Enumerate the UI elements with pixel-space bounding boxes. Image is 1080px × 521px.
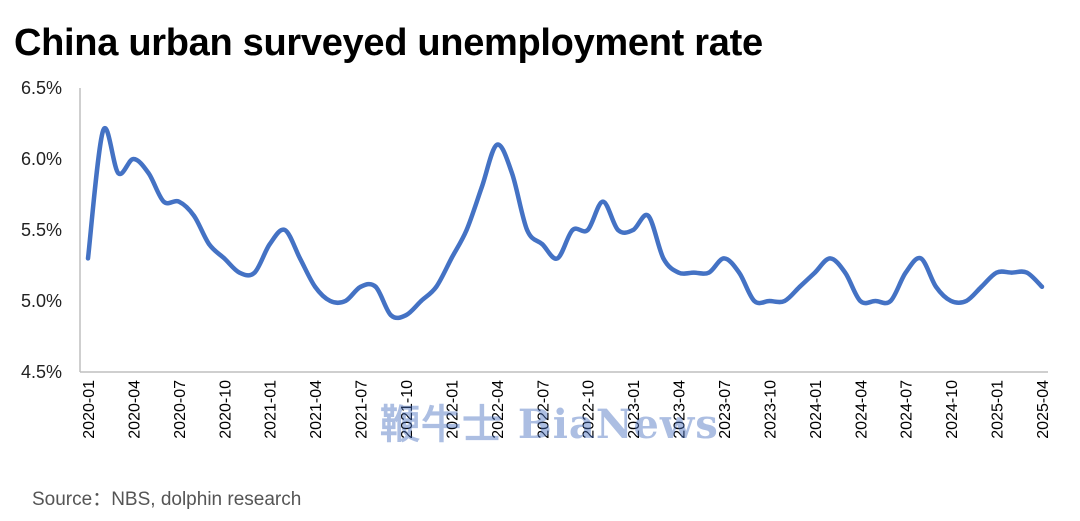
x-tick-label: 2024-01 <box>808 380 825 439</box>
data-point <box>540 242 545 247</box>
x-tick-label: 2020-04 <box>126 380 143 439</box>
x-tick-label: 2021-04 <box>308 380 325 439</box>
data-point <box>434 284 439 289</box>
x-tick-label: 2020-10 <box>217 380 234 439</box>
data-point <box>282 228 287 232</box>
data-point <box>313 284 318 289</box>
x-tick-label: 2021-07 <box>354 380 371 439</box>
x-tick-label: 2022-01 <box>444 380 461 439</box>
data-point <box>298 256 302 261</box>
data-point <box>903 270 908 275</box>
x-tick-label: 2024-07 <box>899 380 916 439</box>
y-tick-label: 4.5% <box>21 362 62 382</box>
data-point <box>570 228 575 232</box>
y-tick-label: 6.5% <box>21 78 62 98</box>
data-point <box>464 228 469 232</box>
series-line-unemployment-rate <box>85 125 1045 321</box>
x-axis-ticks: 2020-01 2020-04 2020-07 2020-10 2021-01 2021-… <box>81 380 1052 439</box>
data-point <box>631 228 636 232</box>
x-tick-label: 2025-04 <box>1035 380 1052 439</box>
data-point <box>767 299 772 303</box>
data-point <box>176 199 181 204</box>
series-points <box>86 128 1044 318</box>
data-point <box>722 256 726 261</box>
data-point <box>661 256 666 261</box>
data-point <box>737 270 742 275</box>
data-point <box>812 270 817 275</box>
data-point <box>328 299 333 303</box>
data-point <box>161 199 166 204</box>
data-point <box>949 299 954 303</box>
x-tick-label: 2023-04 <box>672 380 689 439</box>
data-point <box>373 284 378 289</box>
data-point <box>388 313 393 318</box>
x-tick-label: 2023-01 <box>626 380 643 439</box>
data-point <box>918 256 923 261</box>
data-point <box>267 242 272 247</box>
y-tick-label: 5.0% <box>21 291 62 311</box>
x-tick-label: 2022-04 <box>490 380 507 439</box>
data-point <box>797 284 802 289</box>
data-point <box>752 299 757 303</box>
data-point <box>873 299 878 303</box>
data-point <box>706 270 711 275</box>
data-point <box>419 299 424 303</box>
x-tick-label: 2022-07 <box>535 380 552 439</box>
data-point <box>131 157 136 161</box>
x-tick-label: 2024-10 <box>944 380 961 439</box>
data-point <box>676 270 681 275</box>
y-tick-label: 5.5% <box>21 220 62 240</box>
data-point <box>525 228 530 232</box>
data-point <box>646 213 651 218</box>
x-tick-label: 2021-01 <box>263 380 280 439</box>
x-tick-label: 2023-07 <box>717 380 734 439</box>
data-point <box>207 242 212 247</box>
x-tick-label: 2020-01 <box>81 380 98 439</box>
data-point <box>858 299 863 303</box>
data-point <box>116 171 121 176</box>
data-point <box>934 284 938 289</box>
data-point <box>964 299 969 303</box>
source-note: Source：NBS, dolphin research <box>32 489 302 510</box>
data-point <box>994 270 999 275</box>
data-point <box>86 256 90 261</box>
data-point <box>404 313 408 318</box>
data-point <box>585 228 590 232</box>
data-point <box>222 256 227 261</box>
data-point <box>358 284 363 289</box>
data-point <box>449 256 454 261</box>
x-tick-label: 2022-10 <box>581 380 598 439</box>
data-point <box>979 284 984 289</box>
data-point <box>101 128 106 133</box>
data-point <box>782 299 787 303</box>
y-axis-ticks: 4.5% 5.0% 5.5% 6.0% 6.5% <box>21 78 62 382</box>
bianews-watermark: 鞭牛士 BiaNews <box>380 401 719 448</box>
x-tick-label: 2020-07 <box>172 380 189 439</box>
data-point <box>479 185 484 190</box>
data-point <box>843 270 848 275</box>
x-tick-label: 2025-01 <box>990 380 1007 439</box>
data-point <box>510 171 514 176</box>
x-tick-label: 2023-10 <box>762 380 779 439</box>
data-point <box>600 199 605 204</box>
data-point <box>1024 270 1029 275</box>
x-tick-label: 2021-10 <box>399 380 416 439</box>
data-point <box>691 270 696 275</box>
data-point <box>1040 284 1044 289</box>
data-point <box>343 299 348 303</box>
chart-title: China urban surveyed unemployment rate <box>14 22 763 64</box>
data-point <box>1009 270 1014 275</box>
data-point <box>616 228 620 232</box>
data-point <box>252 270 257 275</box>
data-point <box>494 142 499 147</box>
data-point <box>888 299 893 303</box>
data-point <box>237 270 242 275</box>
data-point <box>192 213 196 218</box>
data-point <box>828 256 832 261</box>
data-point <box>146 171 151 176</box>
y-tick-label: 6.0% <box>21 149 62 169</box>
x-tick-label: 2024-04 <box>853 380 870 439</box>
data-point <box>555 256 560 261</box>
